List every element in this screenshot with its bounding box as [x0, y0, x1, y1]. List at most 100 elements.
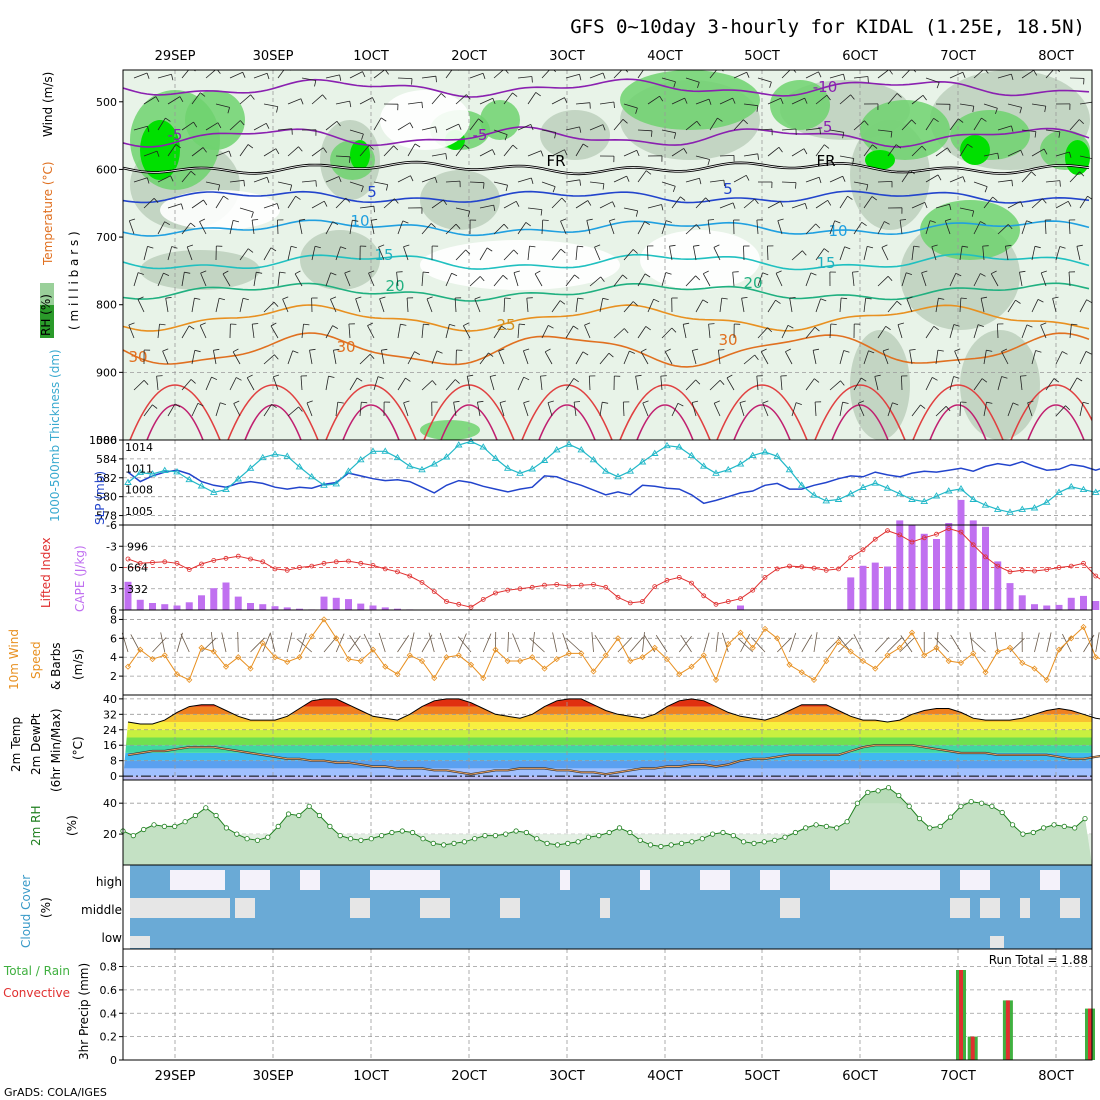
wind-barb-flag — [190, 379, 196, 384]
rh2m-marker — [316, 812, 323, 819]
wind10m-barb — [237, 631, 239, 653]
wind-barb-flag — [220, 402, 227, 405]
slp-marker — [895, 489, 904, 497]
wind-barb-shaft — [335, 197, 347, 209]
contour-label: 20 — [385, 277, 404, 295]
wind-barb-flag — [492, 98, 496, 105]
rh2m-marker — [958, 803, 964, 809]
wind-barb-shaft — [839, 350, 845, 365]
wind10m-marker — [749, 644, 756, 651]
slp-marker — [565, 440, 573, 447]
cape-bar — [957, 499, 965, 610]
wind-barb-shaft — [181, 222, 191, 235]
temp-band — [123, 768, 1092, 777]
wind-barb-flag — [1040, 322, 1047, 326]
wind-barb-flag — [867, 246, 874, 249]
wind-barb-flag — [361, 133, 364, 140]
wind10m-barb — [562, 632, 570, 653]
cloud-clear-block — [780, 898, 800, 918]
wind-barb-shaft — [137, 299, 145, 313]
rh2m-marker — [182, 819, 188, 825]
cape-bar — [173, 605, 181, 610]
wind-barb-shaft — [335, 155, 351, 158]
wind-barb-flag — [629, 350, 635, 354]
wind-barb-flag — [602, 124, 606, 131]
rh2m-marker — [740, 839, 747, 845]
wind-barb-flag — [381, 348, 388, 351]
date-label-top: 6OCT — [842, 49, 878, 64]
wind-barb-flag — [814, 326, 820, 332]
wind-barb-shaft — [839, 195, 848, 209]
wind-barb-shaft — [551, 197, 563, 209]
wind-barb-shaft — [527, 207, 542, 210]
lifted-index-marker — [223, 555, 229, 561]
wind-barb-shaft — [935, 147, 948, 157]
cape-bar — [920, 533, 928, 610]
wind10m-barb — [201, 637, 217, 653]
wind-barb-flag — [344, 270, 351, 274]
wind-barb-flag — [493, 205, 496, 212]
wind-barb-flag — [529, 245, 536, 248]
wind-barb-flag — [683, 322, 690, 325]
wind-barb-shaft — [901, 70, 911, 79]
lifted-index-marker — [615, 594, 621, 600]
wind10m-barb — [335, 633, 345, 653]
wind-barb-flag — [1044, 106, 1047, 113]
wind-barb-shaft — [785, 351, 793, 365]
wind10m-marker — [896, 644, 903, 651]
contour-35 — [521, 384, 613, 440]
wind-barb-flag — [872, 144, 878, 149]
wind-barb-flag — [795, 182, 797, 189]
wind-barb-shaft — [251, 220, 255, 235]
wind-barb-flag — [642, 400, 649, 404]
wind-barb-shaft — [348, 323, 351, 339]
wind-barb-flag — [810, 272, 817, 276]
wind-barb-flag — [754, 198, 759, 204]
cape-bar — [908, 525, 916, 610]
wind-barb-shaft — [1069, 377, 1078, 391]
wind-barb-flag — [560, 218, 567, 222]
rh2m-marker — [647, 842, 654, 848]
wind-barb-flag — [455, 223, 461, 229]
wind-barb-flag — [483, 182, 485, 189]
wind-barb-flag — [431, 380, 437, 386]
wind-barb-flag — [841, 297, 848, 300]
lifted-index-marker — [591, 582, 596, 587]
wind-barb-flag — [777, 218, 784, 221]
wind-barb-shaft — [325, 376, 329, 391]
wind-barb-flag — [723, 180, 725, 187]
wind-barb-shaft — [647, 95, 660, 105]
wind-barb-shaft — [599, 201, 613, 209]
wind10m-polyline — [127, 618, 1100, 682]
cape-bar — [149, 603, 156, 610]
lifted-index-marker — [652, 584, 658, 589]
wind-barb-shaft — [489, 376, 495, 391]
wind-barb-flag — [778, 147, 783, 153]
wind-barb-flag — [864, 120, 869, 126]
slp-tick-label: 1011 — [125, 462, 153, 475]
wind-barb-shaft — [397, 77, 413, 79]
date-label-bottom: 6OCT — [842, 1069, 878, 1084]
wind10m-barb — [286, 632, 293, 653]
wind-barb-shaft — [691, 402, 697, 417]
cloud-panel: high middle low Cloud Cover (%) — [19, 864, 1093, 950]
slp-marker — [773, 452, 782, 459]
wind-barb-shaft — [455, 249, 466, 261]
rh2m-marker — [585, 834, 592, 840]
wind-barb-flag — [732, 202, 736, 209]
rh2m-marker — [544, 840, 550, 847]
wind-barb-shaft — [1052, 298, 1057, 313]
wind-barb-flag — [498, 348, 505, 352]
slp-marker — [369, 447, 377, 454]
wind-barb-shaft — [397, 220, 404, 235]
wind-barb-shaft — [503, 297, 506, 313]
wind-barb-shaft — [777, 220, 783, 235]
wind-barb-flag — [852, 271, 859, 273]
temp2m-color-bands — [123, 698, 1092, 780]
wind-barb-flag — [386, 184, 389, 191]
wind-barb-flag — [275, 148, 280, 155]
wind-barb-flag — [564, 97, 568, 104]
wind-barb-shaft — [379, 298, 385, 313]
date-label-bottom: 29SEP — [155, 1069, 196, 1084]
wind10m-barb — [152, 637, 167, 653]
